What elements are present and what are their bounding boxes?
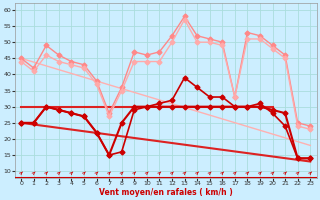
X-axis label: Vent moyen/en rafales ( km/h ): Vent moyen/en rafales ( km/h ) — [99, 188, 233, 197]
